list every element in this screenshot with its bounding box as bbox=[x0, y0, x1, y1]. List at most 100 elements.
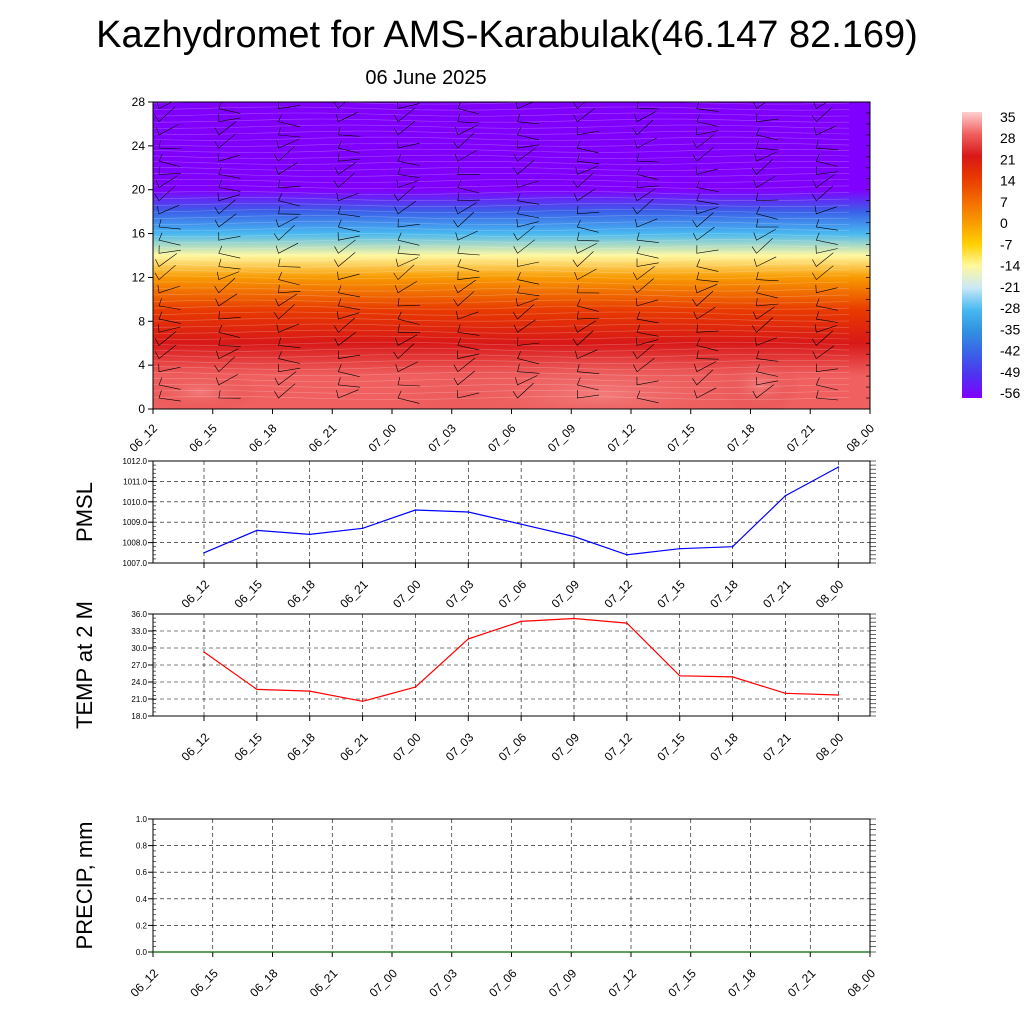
wind-barb bbox=[756, 219, 779, 228]
wind-barb bbox=[393, 107, 416, 123]
x-tick-label: 07_03 bbox=[426, 966, 460, 1000]
x-tick-label: 06_18 bbox=[247, 966, 281, 1000]
wind-barb bbox=[572, 330, 594, 346]
heatmap-y-tick-label: 8 bbox=[138, 314, 145, 328]
wind-barb bbox=[216, 348, 239, 360]
wind-barb bbox=[278, 102, 301, 109]
heatmap-field bbox=[153, 102, 898, 409]
heatmap-contour bbox=[153, 233, 850, 238]
wind-barb bbox=[513, 239, 535, 254]
wind-barb bbox=[636, 153, 660, 163]
wind-barb bbox=[815, 153, 838, 167]
data-point bbox=[837, 694, 840, 696]
wind-barb bbox=[634, 137, 657, 149]
x-tick-label: 06_12 bbox=[179, 577, 213, 611]
wind-barb bbox=[397, 153, 420, 166]
wind-barb bbox=[813, 125, 837, 136]
wind-barb bbox=[876, 232, 898, 240]
wind-barb bbox=[333, 102, 346, 110]
wind-barb bbox=[876, 311, 898, 319]
colorbar-label: 7 bbox=[1000, 194, 1008, 210]
wind-barb bbox=[752, 384, 775, 399]
heatmap-contour bbox=[153, 191, 850, 195]
colorbar-label: -35 bbox=[1000, 321, 1020, 337]
wind-barb bbox=[632, 278, 654, 294]
wind-barb bbox=[573, 108, 595, 123]
wind-barb bbox=[216, 271, 240, 281]
wind-barb bbox=[635, 218, 658, 228]
x-tick-label: 07_00 bbox=[390, 577, 424, 611]
heatmap-contour bbox=[153, 142, 850, 147]
wind-barb bbox=[457, 192, 480, 202]
wind-barb bbox=[334, 239, 356, 254]
wind-barb bbox=[512, 382, 534, 399]
wind-barb bbox=[633, 188, 656, 202]
wind-barb bbox=[517, 272, 540, 285]
wind-barb bbox=[815, 166, 839, 175]
wind-barb bbox=[872, 278, 893, 293]
wind-barb bbox=[574, 320, 597, 333]
wind-barb bbox=[337, 311, 360, 320]
wind-barb bbox=[457, 271, 480, 280]
wind-barb bbox=[692, 134, 715, 149]
heatmap-contour bbox=[153, 353, 850, 358]
x-tick-label: 06_15 bbox=[187, 966, 221, 1000]
heatmap-contour bbox=[153, 329, 850, 334]
x-tick-label: 07_15 bbox=[654, 577, 688, 611]
wind-barb bbox=[633, 266, 655, 281]
wind-barb bbox=[218, 390, 241, 399]
colorbar-label: -42 bbox=[1000, 343, 1020, 359]
data-point bbox=[626, 554, 628, 556]
x-tick-label: 07_21 bbox=[785, 966, 819, 1000]
wind-barb bbox=[453, 211, 475, 228]
heatmap-contour bbox=[153, 197, 850, 201]
wind-barb bbox=[158, 166, 182, 175]
heatmap-warm-cell bbox=[720, 355, 800, 409]
heatmap-x-tick-label: 07_06 bbox=[485, 421, 519, 455]
x-tick-label: 07_09 bbox=[549, 577, 583, 611]
heatmap-contour bbox=[153, 390, 850, 394]
heatmap-contour bbox=[153, 311, 850, 316]
heatmap-contour bbox=[153, 305, 850, 310]
wind-barb bbox=[214, 277, 236, 294]
wind-barb bbox=[457, 180, 480, 194]
wind-barb bbox=[753, 229, 776, 241]
y-axis-label: PRECIP, mm bbox=[72, 822, 97, 950]
heatmap-contour bbox=[153, 178, 850, 183]
wind-barb bbox=[457, 337, 480, 351]
y-tick-label: 0.4 bbox=[136, 895, 148, 904]
data-point bbox=[573, 535, 575, 538]
colorbar-label: -56 bbox=[1000, 385, 1020, 401]
heatmap-y-tick-label: 4 bbox=[138, 358, 145, 372]
wind-barb bbox=[517, 337, 540, 346]
wind-barb bbox=[337, 285, 360, 298]
wind-barb bbox=[756, 285, 778, 299]
wind-barb bbox=[513, 159, 535, 175]
wind-barb bbox=[814, 205, 838, 215]
heatmap-x-tick-label: 06_15 bbox=[186, 421, 220, 455]
wind-barb bbox=[395, 257, 419, 267]
wind-barb bbox=[513, 147, 536, 162]
wind-barb bbox=[457, 350, 480, 359]
heatmap-contour bbox=[153, 166, 850, 171]
x-tick-label: 07_15 bbox=[665, 966, 699, 1000]
wind-barb bbox=[576, 363, 600, 374]
wind-barb bbox=[872, 121, 893, 135]
x-tick-label: 07_18 bbox=[707, 577, 741, 611]
wind-barb bbox=[576, 126, 599, 136]
y-tick-label: 1009.0 bbox=[123, 518, 148, 527]
wind-barb bbox=[334, 161, 357, 175]
y-tick-label: 1.0 bbox=[136, 815, 148, 824]
wind-barb bbox=[815, 284, 838, 294]
wind-barb bbox=[572, 172, 594, 188]
wind-barb bbox=[517, 285, 540, 297]
wind-barb bbox=[393, 343, 415, 360]
wind-barb bbox=[156, 124, 179, 136]
y-tick-label: 1010.0 bbox=[123, 498, 148, 507]
y-tick-label: 0.8 bbox=[136, 842, 148, 851]
wind-barb bbox=[336, 389, 359, 399]
data-point bbox=[203, 552, 205, 554]
heatmap-contour bbox=[153, 317, 850, 322]
wind-barb bbox=[815, 232, 838, 245]
wind-barb bbox=[278, 272, 300, 286]
